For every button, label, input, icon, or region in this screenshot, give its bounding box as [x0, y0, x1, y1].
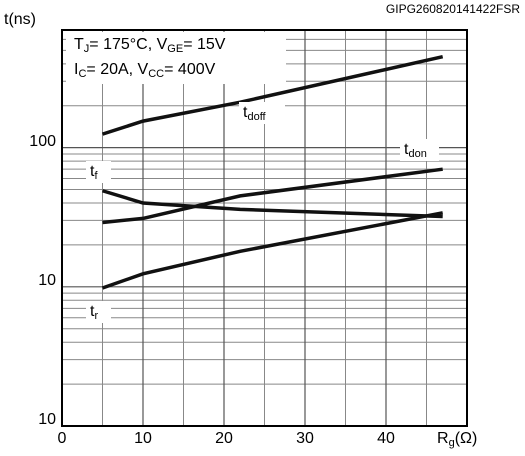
x-tick-label: 30 — [296, 430, 314, 447]
label-main: t — [90, 163, 95, 180]
annotation-box — [66, 32, 286, 84]
text-part: = 20A, V — [86, 61, 148, 78]
label-main: t — [404, 141, 409, 158]
text-part: R — [437, 430, 449, 447]
label-main: t — [90, 303, 95, 320]
x-tick-label: 20 — [215, 430, 233, 447]
text-part: (Ω) — [455, 430, 478, 447]
series-label: tdoff — [243, 104, 267, 123]
series-line — [101, 55, 444, 136]
figure-code: GIPG260820141422FSR — [386, 2, 520, 16]
y-axis-label: t(ns) — [4, 11, 36, 28]
series-label: tf — [90, 163, 98, 182]
x-tick-label: 0 — [58, 430, 67, 447]
y-tick-label: 10 — [38, 411, 56, 428]
label-sub: r — [94, 310, 98, 322]
text-part: T — [74, 36, 84, 53]
legend-box — [86, 301, 111, 323]
series-label: tdon — [404, 141, 427, 160]
subscript: C — [78, 68, 86, 80]
x-tick-label: 10 — [134, 430, 152, 447]
text-part: = 15V — [183, 36, 226, 53]
text-part: I — [74, 61, 78, 78]
subscript: J — [84, 43, 90, 55]
text-part: = 175°C, V — [89, 36, 167, 53]
subscript: CC — [148, 68, 164, 80]
annotation-line: TJ= 175°C, VGE= 15V — [74, 36, 226, 55]
y-tick-label: 10 — [38, 272, 56, 289]
x-axis-label: Rg(Ω) — [437, 430, 477, 449]
legend-box — [86, 161, 111, 183]
label-sub: don — [408, 148, 426, 160]
subscript: GE — [167, 43, 183, 55]
series-line — [101, 211, 444, 290]
plot-frame — [61, 29, 468, 427]
legend-box — [400, 139, 439, 161]
text-part: = 400V — [164, 61, 215, 78]
x-tick-label: 40 — [377, 430, 395, 447]
legend-box — [239, 102, 285, 124]
annotation-line: IC= 20A, VCC= 400V — [74, 61, 216, 80]
label-sub: f — [94, 170, 98, 182]
y-tick-label: 100 — [29, 133, 56, 150]
label-main: t — [243, 104, 248, 121]
subscript: g — [449, 437, 455, 449]
label-sub: doff — [247, 111, 266, 123]
series-label: tr — [90, 303, 98, 322]
series-line — [101, 189, 443, 219]
